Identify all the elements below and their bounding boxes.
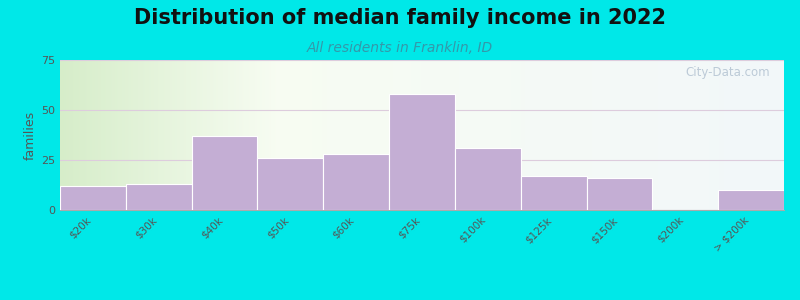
Bar — [323, 154, 389, 210]
Bar — [126, 184, 192, 210]
Text: Distribution of median family income in 2022: Distribution of median family income in … — [134, 8, 666, 28]
Bar — [586, 178, 652, 210]
Bar — [455, 148, 521, 210]
Y-axis label: families: families — [24, 110, 37, 160]
Text: All residents in Franklin, ID: All residents in Franklin, ID — [307, 40, 493, 55]
Bar — [192, 136, 258, 210]
Bar — [60, 186, 126, 210]
Bar — [718, 190, 784, 210]
Bar — [521, 176, 586, 210]
Bar — [389, 94, 455, 210]
Bar — [258, 158, 323, 210]
Text: City-Data.com: City-Data.com — [685, 66, 770, 79]
